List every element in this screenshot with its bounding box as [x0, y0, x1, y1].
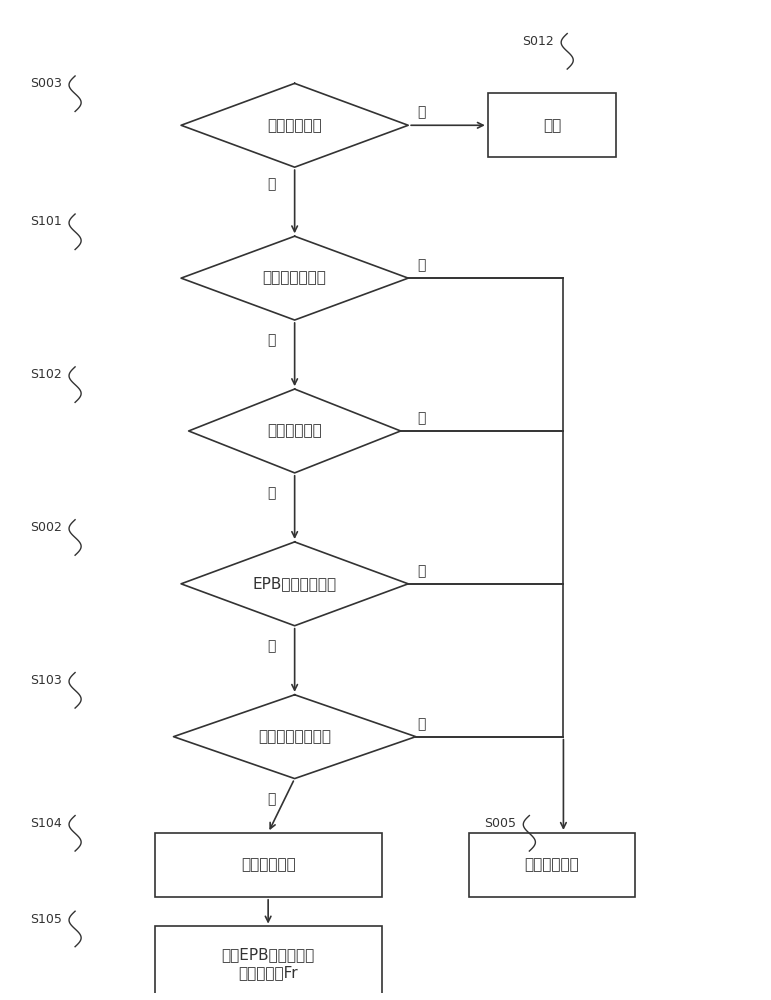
Text: 否: 否 [418, 564, 426, 578]
Text: 发动机是否启动: 发动机是否启动 [263, 271, 327, 286]
Text: 进入转毂模式: 进入转毂模式 [241, 857, 295, 872]
Polygon shape [173, 695, 416, 779]
Text: 是: 是 [268, 333, 276, 347]
Bar [469, 833, 635, 897]
Text: S003: S003 [29, 77, 62, 90]
Polygon shape [181, 83, 408, 167]
Text: S105: S105 [29, 913, 62, 926]
Text: 是: 是 [268, 792, 276, 806]
Polygon shape [181, 236, 408, 320]
Bar [488, 93, 617, 157]
Bar [154, 926, 382, 1000]
Text: S012: S012 [522, 35, 554, 48]
Text: 车辆是否静态: 车辆是否静态 [268, 118, 322, 133]
Text: 否: 否 [418, 105, 426, 119]
Text: 否: 否 [418, 258, 426, 272]
Bar [154, 833, 382, 897]
Text: 否: 否 [418, 717, 426, 731]
Text: 轮速是否满足要求: 轮速是否满足要求 [258, 729, 332, 744]
Text: S101: S101 [29, 215, 62, 228]
Text: 拉起EPB开关，输出
驻车制动力Fr: 拉起EPB开关，输出 驻车制动力Fr [221, 947, 315, 980]
Text: EPB是否释放状态: EPB是否释放状态 [253, 576, 337, 591]
Polygon shape [181, 542, 408, 626]
Text: S005: S005 [484, 817, 516, 830]
Text: 是: 是 [268, 177, 276, 191]
Text: S104: S104 [29, 817, 62, 830]
Text: 挡位是否空挡: 挡位是否空挡 [268, 423, 322, 438]
Text: 其他: 其他 [543, 118, 561, 133]
Text: S103: S103 [29, 674, 62, 687]
Text: S102: S102 [29, 368, 62, 381]
Polygon shape [189, 389, 401, 473]
Text: 是: 是 [268, 486, 276, 500]
Text: S002: S002 [29, 521, 62, 534]
Text: 是: 是 [268, 639, 276, 653]
Text: 否: 否 [418, 411, 426, 425]
Text: 进入普通模式: 进入普通模式 [525, 857, 580, 872]
